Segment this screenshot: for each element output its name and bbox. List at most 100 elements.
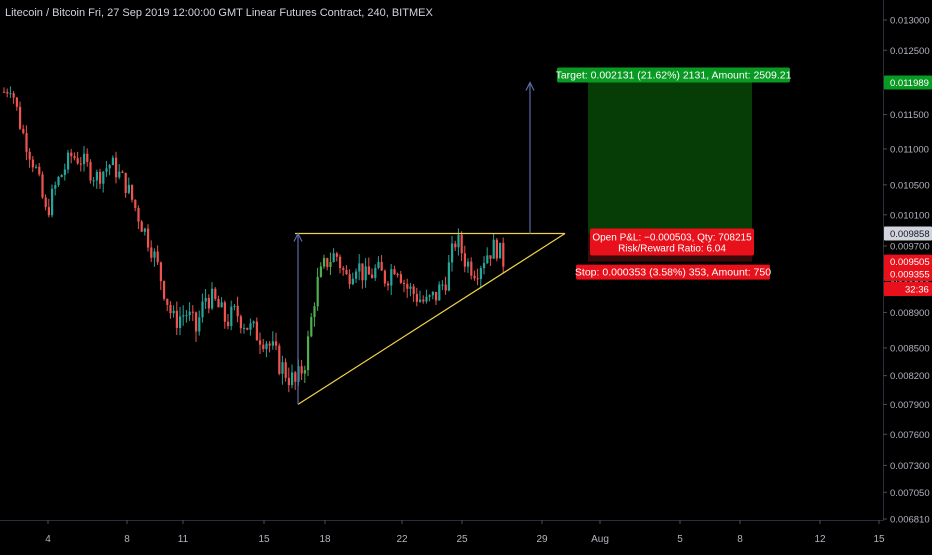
price-badge-label: 0.011989: [890, 78, 929, 89]
candle-body: [19, 106, 22, 129]
candle: [278, 343, 281, 376]
candle: [476, 268, 479, 286]
candle: [95, 169, 98, 189]
candle-body: [483, 263, 486, 269]
candle: [179, 307, 182, 336]
candle-body: [310, 317, 313, 337]
candle-body: [134, 199, 137, 208]
candle-body: [243, 327, 246, 329]
candle-body: [15, 97, 18, 107]
time-axis[interactable]: 4 8 11 15 18 22 25 29 Aug 5 8 12 15: [45, 520, 885, 545]
candle: [486, 247, 489, 265]
candle: [38, 162, 41, 177]
stop-label: Stop: 0.000353 (3.58%) 353, Amount: 750: [575, 264, 771, 280]
candle-body: [223, 302, 226, 322]
candle: [422, 295, 425, 304]
candle-body: [147, 228, 150, 248]
candle-body: [495, 239, 498, 259]
candle-body: [499, 242, 502, 259]
candle: [393, 265, 396, 275]
candle: [227, 314, 230, 330]
candle: [281, 355, 284, 385]
candle: [6, 88, 9, 98]
candle: [387, 280, 390, 291]
candle-body: [361, 263, 364, 281]
candle-body: [166, 298, 169, 305]
drawings[interactable]: [293, 81, 566, 405]
candle: [412, 283, 415, 303]
candle: [54, 181, 57, 196]
candle: [255, 317, 258, 341]
time-tick-label: 11: [178, 534, 189, 545]
candle-body: [25, 133, 28, 152]
candle-body: [441, 284, 444, 286]
candle-body: [172, 310, 175, 314]
candle: [348, 269, 351, 289]
candle-body: [383, 270, 386, 284]
candle-body: [233, 305, 236, 307]
candle-body: [201, 301, 204, 318]
candle-body: [367, 266, 370, 275]
price-tick-label: 0.007300: [890, 461, 930, 472]
candle-body: [12, 93, 15, 98]
price-badge-label: 0.009355: [890, 269, 930, 280]
candle-body: [470, 261, 473, 276]
price-badge-last: 0.009505: [884, 254, 932, 269]
candle: [102, 170, 105, 193]
candle-body: [291, 372, 294, 386]
candle: [188, 302, 191, 321]
candle-body: [131, 184, 134, 200]
candle: [51, 184, 54, 218]
support-line: [297, 233, 566, 405]
candle-body: [236, 305, 239, 317]
candle-body: [332, 253, 335, 262]
candle: [207, 294, 210, 314]
candle: [303, 365, 306, 383]
candle-body: [358, 263, 361, 272]
candle-body: [153, 251, 156, 258]
candle: [300, 359, 303, 380]
time-tick-label: 25: [456, 534, 468, 545]
price-badge-countdown: 32:36: [884, 281, 932, 296]
candle: [415, 287, 418, 307]
projection-arrow: [525, 81, 535, 234]
candle-body: [457, 234, 460, 248]
candle: [390, 263, 393, 296]
candle: [89, 159, 92, 184]
candle: [326, 257, 329, 271]
candle: [262, 338, 265, 353]
candle-body: [355, 271, 358, 279]
candle: [428, 294, 431, 302]
candle-body: [102, 171, 105, 184]
candle-body: [486, 255, 489, 264]
candle: [195, 311, 198, 342]
candle: [252, 320, 255, 328]
price-axis[interactable]: 0.0130000.0125000.0120000.0115000.011000…: [883, 16, 932, 526]
candle: [201, 293, 204, 323]
candle-body: [479, 268, 482, 280]
time-tick-label: 15: [873, 534, 885, 545]
candle: [140, 220, 143, 232]
time-tick-label: 4: [45, 534, 51, 545]
candle: [99, 168, 102, 189]
candle-body: [47, 207, 50, 216]
candle: [115, 151, 118, 184]
candle: [473, 270, 476, 281]
candle: [182, 305, 185, 326]
candle: [124, 172, 127, 198]
candle: [79, 157, 82, 172]
candle: [316, 267, 319, 311]
candle: [243, 323, 246, 334]
candle-body: [38, 166, 41, 175]
candle: [396, 272, 399, 278]
candle-body: [95, 171, 98, 181]
candle: [467, 258, 470, 273]
candle-body: [118, 171, 121, 178]
candle-body: [99, 171, 102, 184]
position-labels[interactable]: Target: 0.002131 (21.62%) 2131, Amount: …: [556, 67, 792, 280]
arrow-head: [525, 81, 535, 91]
candle: [47, 198, 50, 218]
candle: [310, 313, 313, 338]
